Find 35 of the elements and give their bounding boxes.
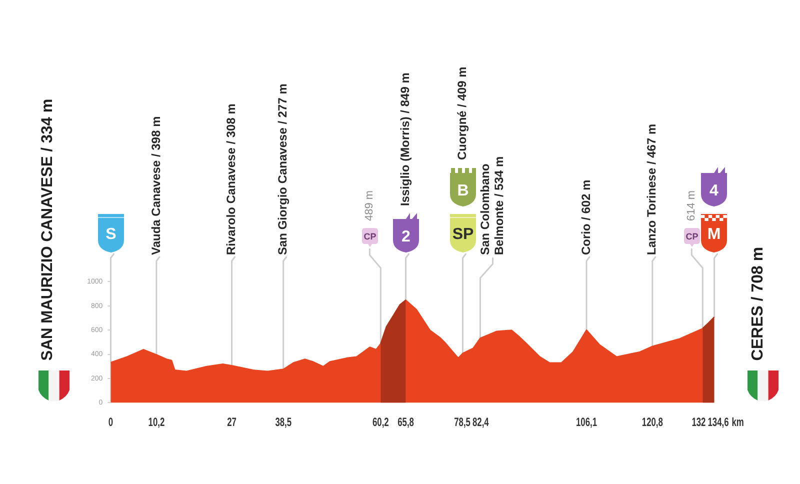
text: 614 m <box>686 190 698 221</box>
text: Cuorgné / 409 m <box>455 66 470 160</box>
annotation: M <box>708 226 721 243</box>
annotation: SP <box>452 226 474 243</box>
annotation: CP <box>363 232 376 242</box>
shield-icon: M <box>700 213 728 253</box>
x-tick-label: 65,8 <box>398 416 414 430</box>
annotation: Rivarolo Canavese / 308 m <box>224 104 238 255</box>
annotation: Vauda Canavese / 398 m <box>148 116 163 255</box>
tag-icon: CP <box>684 228 700 248</box>
annotation: San Colombano Belmonte / 534 m <box>478 156 506 255</box>
x-tick-label: 132 <box>692 416 706 430</box>
x-tick-label: 0 <box>108 416 114 430</box>
text: SAN MAURIZIO CANAVESE / 334 m <box>39 98 56 361</box>
annotation: Corio / 602 m <box>578 180 593 255</box>
shield-icon: SP <box>448 213 477 253</box>
text: 489 m <box>364 190 376 221</box>
x-axis-title: km <box>732 416 744 430</box>
x-tick-label: 60,2 <box>372 416 390 430</box>
x-tick-label: 38,5 <box>275 416 292 430</box>
x-tick-label: 134,6 <box>708 416 729 430</box>
annotation: 2 <box>401 228 410 246</box>
annotation: Lanzo Torinese / 467 m <box>644 124 659 255</box>
text: Issiglio (Morris) / 849 m <box>398 72 412 206</box>
tag-icon: CP <box>362 228 378 248</box>
x-tick-label: 82,4 <box>472 416 490 430</box>
x-tick-label: 78,5 <box>454 416 471 430</box>
x-tick-label: 27 <box>227 416 237 430</box>
x-tick-label: 10,2 <box>148 416 165 430</box>
text: CERES / 708 m <box>750 246 767 361</box>
annotation: CP <box>685 232 698 242</box>
shield-icon: S <box>96 213 125 253</box>
x-tick-label: 120,8 <box>642 416 664 430</box>
annotation: San Giorgio Canavese / 277 m <box>276 84 290 255</box>
x-tick-label: 106,1 <box>576 416 598 430</box>
